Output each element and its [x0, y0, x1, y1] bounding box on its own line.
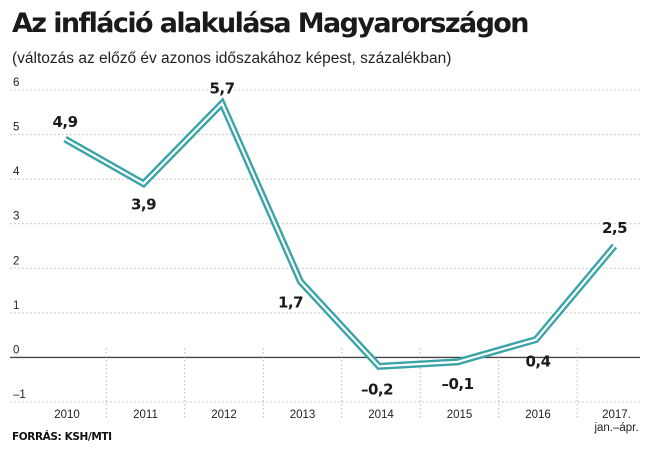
x-tick-label: 2011: [133, 409, 158, 421]
y-tick-label: 5: [13, 122, 19, 134]
series-line: [63, 97, 618, 370]
data-label: –0,2: [361, 380, 393, 398]
data-label: 1,7: [278, 294, 303, 312]
data-point: [140, 180, 147, 187]
x-axis-ticks: 2010 2011 2012 2013 2014 2015 2016 2017. jan.–áp…: [54, 409, 638, 434]
x-tick-label: 2012: [211, 409, 237, 421]
y-axis-ticks: 6 5 4 3 2 1 0 –1: [13, 77, 26, 401]
y-tick-label: 2: [13, 255, 19, 267]
data-label: 5,7: [209, 79, 234, 97]
data-labels: 4,9 3,9 5,7 1,7 –0,2 –0,1 0,4 2,5: [52, 79, 627, 398]
series-line-outer: [63, 97, 618, 370]
data-point: [454, 358, 461, 365]
data-point: [611, 243, 618, 250]
data-label: 3,9: [131, 196, 156, 214]
gridlines: [10, 89, 640, 420]
y-tick-label: –1: [13, 389, 26, 401]
source-note: FORRÁS: KSH/MTI: [12, 431, 112, 443]
x-tick-label: 2013: [290, 409, 316, 421]
y-tick-label: 0: [13, 344, 19, 356]
series-line-inner: [64, 101, 616, 368]
chart-title: Az infláció alakulása Magyarországon: [12, 8, 529, 39]
data-point: [533, 336, 540, 343]
data-point: [297, 278, 304, 285]
data-point: [219, 100, 226, 107]
x-tick-label: 2010: [54, 409, 80, 421]
x-tick-label: 2017. jan.–ápr.: [593, 409, 638, 434]
chart-subtitle: (változás az előző év azonos időszakához…: [12, 50, 452, 67]
x-tick-label: 2014: [368, 409, 394, 421]
y-tick-label: 3: [13, 211, 19, 223]
x-tick-label: 2015: [447, 409, 473, 421]
data-label: –0,1: [441, 375, 473, 393]
data-label: 2,5: [602, 219, 627, 237]
data-point: [62, 136, 69, 143]
x-tick-label: 2016: [525, 409, 551, 421]
y-tick-label: 4: [13, 166, 20, 178]
data-point: [376, 363, 383, 370]
data-label: 0,4: [525, 353, 550, 371]
y-tick-label: 6: [13, 77, 19, 89]
y-tick-label: 1: [13, 300, 19, 312]
data-points: [62, 100, 619, 370]
data-label: 4,9: [52, 113, 77, 131]
